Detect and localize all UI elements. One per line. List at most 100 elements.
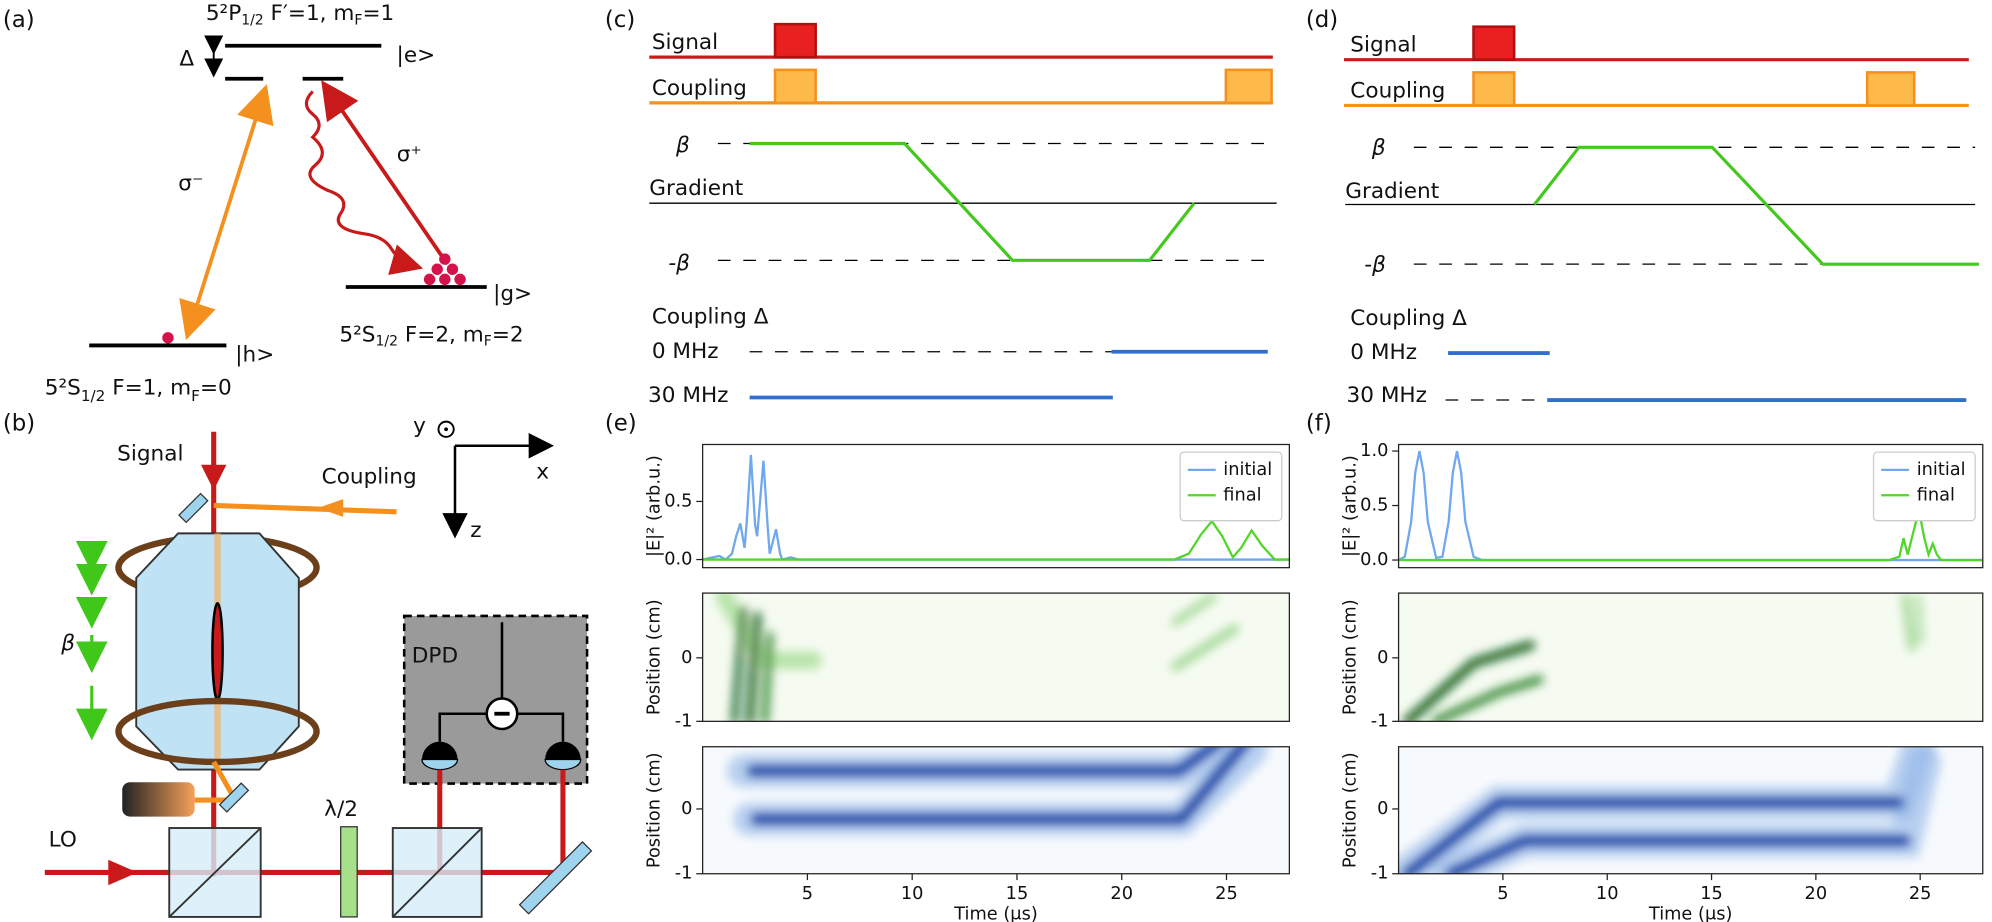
row-label: Coupling Δ — [652, 304, 769, 329]
legend-label: final — [1917, 485, 1955, 505]
legend-label: final — [1223, 485, 1261, 505]
level-label: 5²P1/2 F′=1, mF=1 — [206, 1, 394, 28]
text-part: F=2, m — [398, 322, 484, 347]
text-sub: 1/2 — [376, 334, 398, 350]
row-label: β — [675, 133, 690, 158]
plot-frame — [1397, 443, 1984, 569]
coupling-beam — [213, 502, 397, 515]
atom — [162, 332, 174, 344]
y-tick-label: 0.0 — [1360, 550, 1388, 570]
y-axis-label: Position (cm) — [1340, 752, 1360, 868]
beam-arrow — [108, 859, 138, 886]
axis-label: z — [470, 518, 481, 543]
row-label: -β — [668, 251, 690, 276]
detector-label: DPD — [412, 644, 458, 669]
plot-frame — [702, 746, 1290, 875]
beam-arrow — [317, 499, 344, 517]
x-tick-label: 25 — [1909, 884, 1932, 904]
y-axis-label: Position (cm) — [1340, 599, 1360, 715]
row-label: Signal — [652, 30, 718, 55]
beta-label: β — [60, 631, 75, 656]
chart: -1 0 5 10 15 20 25 Time (μs) Position (cm) — [644, 746, 1290, 922]
y-axis-label: Position (cm) — [644, 752, 664, 868]
x-tick-label: 10 — [901, 884, 924, 904]
detuning-label: Δ — [179, 47, 194, 72]
atom-cloud — [211, 601, 224, 702]
axis-label: y — [413, 414, 426, 439]
panel-label: (d) — [1306, 7, 1338, 33]
row-label: 0 MHz — [1350, 340, 1417, 365]
series-line — [1398, 450, 1983, 562]
row-label: 0 MHz — [652, 339, 719, 364]
beam-label: LO — [49, 828, 77, 853]
row-label: Coupling — [652, 76, 747, 101]
panel-label: (e) — [605, 411, 637, 437]
mirror — [518, 841, 593, 915]
y-tick-label: 0 — [681, 799, 692, 819]
laser — [122, 782, 195, 817]
text-sub: 1/2 — [81, 387, 106, 405]
axis-label: x — [536, 459, 549, 484]
polarization-label: σ⁺ — [397, 142, 422, 167]
series-line — [1398, 513, 1983, 562]
x-tick-label: 20 — [1805, 884, 1828, 904]
chart: 0.0 0.5 1.0|E|² (arb.u.) initial final — [1340, 441, 1984, 570]
x-axis-label: Time (μs) — [1648, 904, 1733, 922]
panel-label: (c) — [605, 7, 635, 33]
state-label: |h> — [235, 343, 274, 368]
y-tick-label: -1 — [675, 711, 693, 731]
text-part: =2 — [492, 322, 524, 347]
panel-label: (a) — [3, 7, 35, 33]
x-tick-label: 15 — [1700, 884, 1723, 904]
chart: -1 0 Position (cm) — [1340, 592, 1984, 731]
heatmap-image — [1398, 746, 1983, 874]
coil — [115, 697, 320, 766]
text-part: =0 — [200, 376, 232, 401]
y-tick-label: -1 — [1371, 864, 1389, 884]
row-label: β — [1371, 136, 1386, 161]
chart: -1 0 5 10 15 20 25 Time (μs) Position (cm) — [1340, 746, 1984, 922]
text-part: =1 — [362, 1, 394, 26]
x-tick-label: 20 — [1110, 884, 1133, 904]
text-sub: F — [354, 12, 362, 28]
y-tick-label: -1 — [1371, 711, 1389, 731]
scattered-photon — [304, 90, 423, 275]
y-tick-label: 0.0 — [664, 550, 692, 570]
photodiode — [544, 758, 582, 771]
row-label: Coupling Δ — [1350, 306, 1467, 331]
state-label: |e> — [397, 43, 436, 68]
heatmap-image — [702, 593, 1290, 722]
x-axis-label: Time (μs) — [953, 904, 1038, 922]
beam-label: Signal — [117, 442, 183, 467]
text-part: F=1, m — [105, 376, 191, 401]
y-axis-label: Position (cm) — [644, 599, 664, 715]
axis-out — [437, 420, 455, 438]
x-tick-label: 5 — [1497, 884, 1508, 904]
text-sub: 1/2 — [241, 12, 263, 28]
signal-pulse — [773, 22, 817, 59]
level-label: 5²S1/2 F=1, mF=0 — [45, 376, 232, 405]
series-line — [702, 519, 1290, 561]
setup: Signal Coupling β y x z DPD — [44, 414, 593, 918]
sequence-c: Signal Coupling β Gradient -β Coupling Δ… — [648, 22, 1277, 408]
x-tick-label: 10 — [1596, 884, 1619, 904]
text-part: 5²P — [206, 1, 241, 26]
text-part: 5²S — [45, 376, 81, 401]
coupling-pulse — [1865, 71, 1916, 107]
row-label: Signal — [1350, 33, 1416, 58]
row-label: 30 MHz — [648, 383, 728, 408]
y-tick-label: 0 — [681, 648, 692, 668]
row-label: Gradient — [1345, 179, 1439, 204]
text-sub: F — [191, 387, 200, 405]
y-axis-label: |E|² (arb.u.) — [1340, 455, 1360, 557]
y-tick-label: 0.5 — [664, 491, 692, 511]
photodiode — [545, 741, 581, 760]
waveplate — [340, 826, 358, 918]
y-tick-label: 0 — [1377, 648, 1388, 668]
y-tick-label: 1.0 — [1360, 441, 1388, 461]
x-tick-label: 15 — [1006, 884, 1029, 904]
transition-arrow — [321, 80, 449, 266]
panel-label: (f) — [1306, 411, 1332, 437]
